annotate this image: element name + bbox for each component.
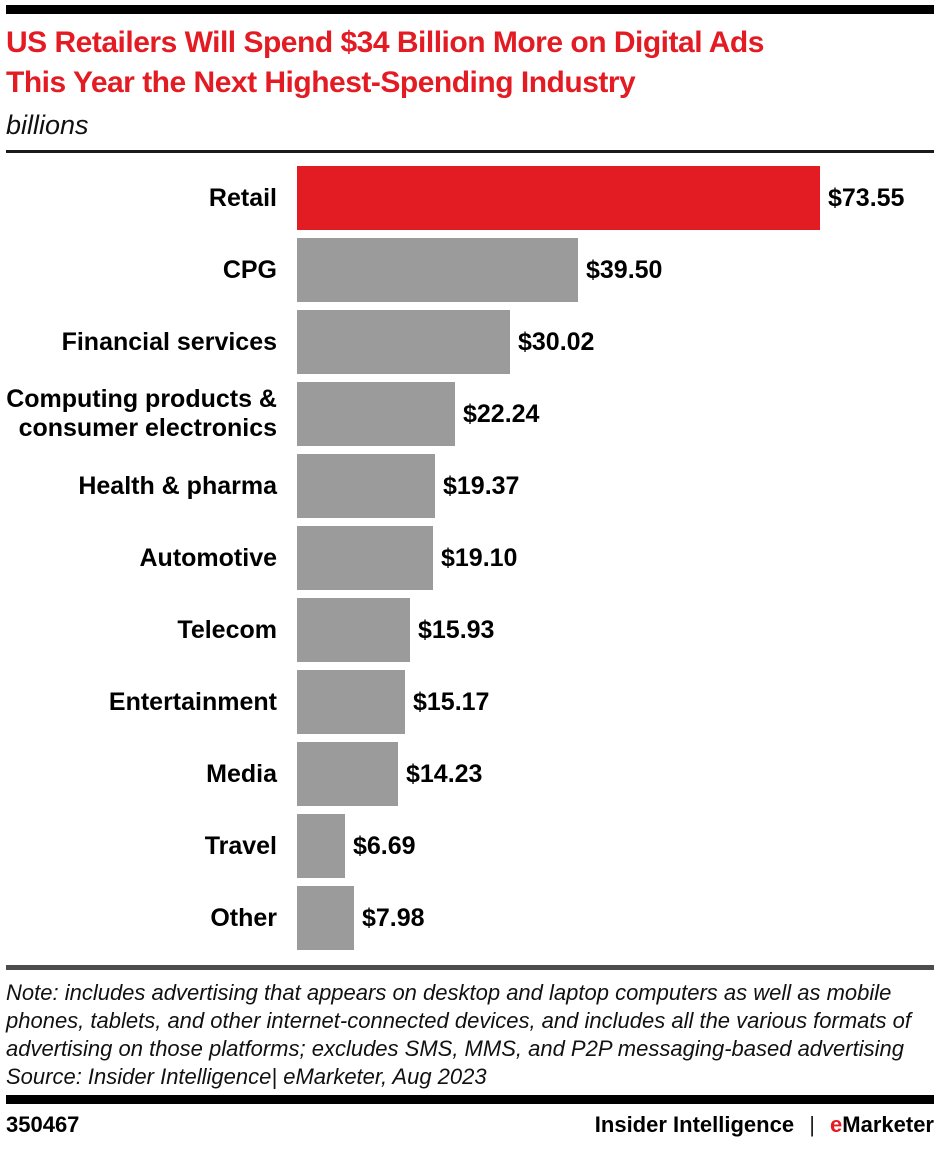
note-text: Note: includes advertising that appears …	[6, 980, 911, 1061]
category-label: Media	[206, 759, 277, 788]
chart-title-line-2: This Year the Next Highest-Spending Indu…	[6, 66, 636, 99]
chart-id: 350467	[6, 1112, 80, 1137]
top-black-rule	[6, 5, 934, 14]
chart-row: Media $14.23	[6, 738, 934, 810]
bar	[297, 238, 578, 302]
bar	[297, 814, 345, 878]
bar-track: $39.50	[297, 238, 934, 302]
bar-track: $7.98	[297, 886, 934, 950]
bar	[297, 886, 354, 950]
bar-track: $6.69	[297, 814, 934, 878]
bar	[297, 742, 398, 806]
category-label: Other	[210, 903, 277, 932]
chart-title-line-1: US Retailers Will Spend $34 Billion More…	[6, 26, 764, 59]
category-label: Financial services	[61, 327, 277, 356]
value-label: $14.23	[406, 759, 483, 788]
source-text: Source: Insider Intelligence| eMarketer,…	[6, 1064, 487, 1089]
value-label: $6.69	[353, 831, 416, 860]
category-label: Travel	[204, 831, 277, 860]
note-block: Note: includes advertising that appears …	[6, 979, 911, 1091]
value-label: $19.37	[443, 471, 520, 500]
brand-lockup: Insider Intelligence | eMarketer	[595, 1112, 934, 1138]
value-label: $39.50	[586, 255, 663, 284]
bar-chart: Retail $73.55 CPG $39.50 Financial services $…	[6, 153, 934, 954]
chart-row: CPG $39.50	[6, 234, 934, 306]
brand-emarketer-rest: Marketer	[842, 1112, 934, 1137]
bar-track: $19.37	[297, 454, 934, 518]
bar	[297, 670, 405, 734]
chart-row: Health & pharma $19.37	[6, 450, 934, 522]
chart-title: US Retailers Will Spend $34 Billion More…	[6, 23, 934, 103]
value-label: $19.10	[441, 543, 518, 572]
divider-above-note	[6, 965, 934, 970]
category-label: Health & pharma	[78, 471, 277, 500]
value-label: $73.55	[828, 183, 905, 212]
category-label: Telecom	[177, 615, 277, 644]
value-label: $30.02	[518, 327, 595, 356]
footer: 350467 Insider Intelligence | eMarketer	[6, 1112, 934, 1138]
bar-track: $22.24	[297, 382, 934, 446]
category-label: Entertainment	[108, 687, 277, 716]
value-label: $15.93	[418, 615, 495, 644]
chart-row: Computing products & consumer electronics…	[6, 378, 934, 450]
footer-black-rule	[6, 1095, 934, 1104]
bar-track: $73.55	[297, 166, 934, 230]
value-label: $7.98	[362, 903, 425, 932]
bar	[297, 382, 455, 446]
chart-row: Retail $73.55	[6, 162, 934, 234]
bar	[297, 454, 435, 518]
category-label: Automotive	[139, 543, 278, 572]
chart-row: Automotive $19.10	[6, 522, 934, 594]
chart-row: Travel $6.69	[6, 810, 934, 882]
brand-insider-intelligence: Insider Intelligence	[594, 1112, 795, 1137]
category-label: Retail	[208, 183, 277, 212]
divider-under-subtitle	[6, 150, 934, 153]
bar-track: $14.23	[297, 742, 934, 806]
chart-row: Financial services $30.02	[6, 306, 934, 378]
category-label: Computing products & consumer electronics	[6, 385, 277, 442]
bar	[297, 526, 433, 590]
chart-row: Telecom $15.93	[6, 594, 934, 666]
chart-row: Other $7.98	[6, 882, 934, 954]
brand-separator: |	[809, 1112, 815, 1137]
brand-emarketer-e: e	[830, 1112, 843, 1137]
bar	[297, 310, 510, 374]
units-label: billions	[6, 110, 89, 140]
bar	[297, 166, 820, 230]
bar-track: $15.17	[297, 670, 934, 734]
bar	[297, 598, 410, 662]
bar-track: $15.93	[297, 598, 934, 662]
bar-track: $19.10	[297, 526, 934, 590]
chart-row: Entertainment $15.17	[6, 666, 934, 738]
bar-track: $30.02	[297, 310, 934, 374]
category-label: CPG	[222, 255, 277, 284]
value-label: $15.17	[413, 687, 490, 716]
value-label: $22.24	[463, 399, 540, 428]
